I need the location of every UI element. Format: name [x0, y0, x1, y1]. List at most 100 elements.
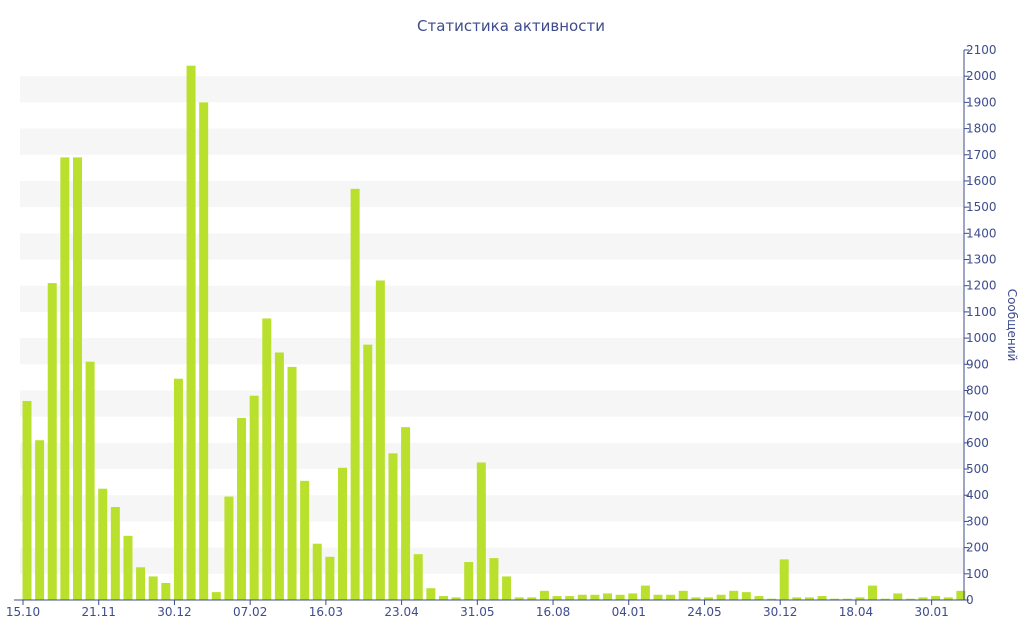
x-tick-label: 04.01 — [612, 605, 646, 619]
bar — [413, 554, 423, 600]
y-tick-label: 1500 — [966, 200, 997, 214]
y-tick-label: 500 — [966, 462, 989, 476]
bar — [350, 188, 360, 600]
bar — [615, 594, 625, 600]
grid-band — [20, 233, 964, 260]
bar — [552, 596, 562, 600]
bar — [338, 467, 347, 600]
bar — [325, 556, 335, 600]
bar — [905, 598, 915, 600]
y-tick-label: 300 — [966, 514, 989, 528]
bar — [943, 597, 953, 600]
y-tick-label: 2100 — [966, 43, 997, 57]
bar — [85, 361, 95, 600]
bar — [678, 590, 688, 600]
bar — [842, 598, 852, 600]
y-tick-label: 0 — [966, 593, 974, 607]
bar — [792, 597, 802, 600]
y-axis-label: Сообщений — [1005, 289, 1019, 362]
x-tick-label: 30.01 — [914, 605, 948, 619]
x-tick-label: 16.03 — [309, 605, 343, 619]
y-tick-label: 1900 — [966, 95, 997, 109]
bar — [35, 440, 45, 600]
x-tick-label: 21.11 — [82, 605, 116, 619]
x-tick-label: 15.10 — [6, 605, 40, 619]
bar — [804, 597, 814, 600]
bar — [527, 597, 537, 600]
bar — [249, 395, 259, 600]
grid-band — [20, 338, 964, 365]
bar — [577, 594, 587, 600]
bar — [363, 344, 373, 600]
bar — [464, 562, 474, 600]
bar — [300, 480, 310, 600]
bar — [830, 598, 840, 600]
y-tick-label: 1400 — [966, 226, 997, 240]
bar — [388, 453, 398, 600]
bar — [186, 65, 196, 600]
bar — [224, 496, 234, 600]
bar — [451, 597, 461, 600]
bar — [931, 596, 941, 600]
bar — [47, 283, 57, 600]
x-axis: 15.10 21.11 30.12 07.02 16.03 23.04 31.05 16.08… — [6, 599, 964, 619]
bar — [741, 592, 751, 600]
bar — [754, 596, 764, 600]
bar — [868, 585, 878, 600]
bar — [262, 318, 272, 600]
bar — [274, 352, 284, 600]
bar — [22, 400, 32, 600]
chart-title: Статистика активности — [417, 17, 605, 35]
bar — [375, 280, 385, 600]
bar — [603, 593, 613, 600]
bar — [703, 597, 713, 600]
bar — [855, 597, 865, 600]
bar — [716, 594, 726, 600]
grid-band — [20, 442, 964, 470]
y-tick-label: 1700 — [966, 148, 997, 162]
bar — [666, 594, 676, 600]
y-tick-label: 1000 — [966, 331, 997, 345]
grid-bands — [20, 76, 964, 574]
bar — [476, 462, 486, 600]
y-tick-label: 700 — [966, 410, 989, 424]
bar — [691, 597, 701, 600]
bar — [640, 585, 650, 600]
x-tick-label: 30.12 — [763, 605, 797, 619]
y-tick-label: 200 — [966, 541, 989, 555]
grid-band — [20, 285, 964, 312]
grid-band — [20, 128, 964, 155]
bar — [489, 558, 499, 600]
y-tick-label: 400 — [966, 488, 989, 502]
x-tick-label: 18.04 — [839, 605, 873, 619]
bar — [628, 593, 638, 600]
bar — [514, 597, 524, 600]
bar — [148, 576, 158, 600]
bar — [199, 102, 209, 600]
bars-group — [22, 65, 966, 600]
bar — [817, 596, 827, 600]
bar — [72, 157, 82, 600]
y-axis: 0 100 200 300 400 500 600 700 800 900 1000 1100 1200… — [963, 43, 997, 607]
x-tick-label: 30.12 — [157, 605, 191, 619]
y-tick-label: 600 — [966, 436, 989, 450]
bar — [918, 597, 928, 600]
bar — [729, 590, 739, 600]
y-tick-label: 1800 — [966, 122, 997, 136]
grid-band — [20, 76, 964, 103]
y-tick-label: 1100 — [966, 305, 997, 319]
grid-band — [20, 495, 964, 522]
bar — [880, 598, 890, 600]
bar — [438, 596, 448, 600]
y-tick-label: 100 — [966, 567, 989, 581]
bar — [590, 594, 600, 600]
bar — [653, 594, 663, 600]
bar — [136, 567, 146, 600]
grid-band — [20, 390, 964, 417]
x-tick-label: 16.08 — [536, 605, 570, 619]
y-tick-label: 2000 — [966, 69, 997, 83]
bar — [60, 157, 70, 600]
bar — [426, 588, 436, 600]
